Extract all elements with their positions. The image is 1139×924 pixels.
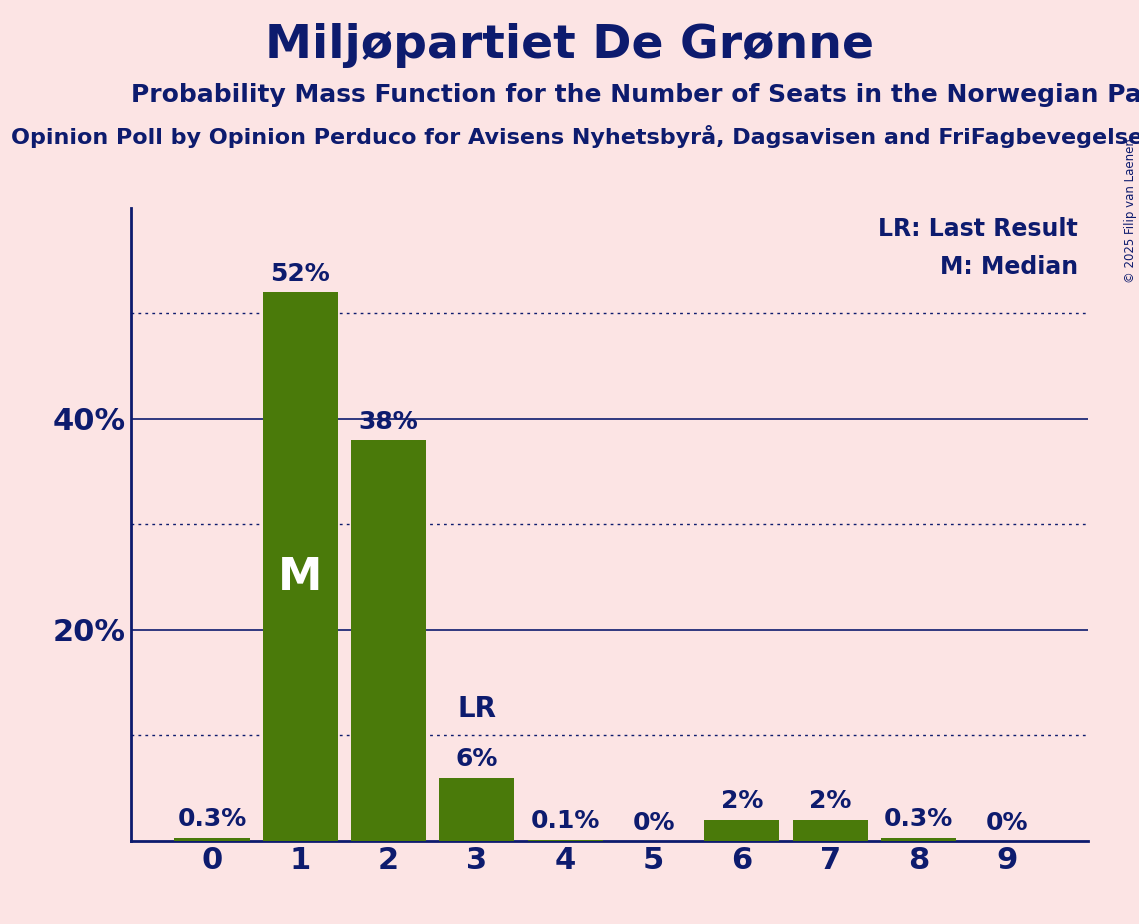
Text: Probability Mass Function for the Number of Seats in the Norwegian Parliament: Probability Mass Function for the Number…: [131, 83, 1139, 107]
Text: 0.1%: 0.1%: [531, 809, 600, 833]
Text: LR: LR: [458, 695, 497, 723]
Text: M: Median: M: Median: [940, 255, 1079, 279]
Text: 2%: 2%: [721, 789, 763, 813]
Text: 0%: 0%: [985, 810, 1029, 834]
Text: M: M: [278, 555, 322, 599]
Text: Opinion Poll by Opinion Perduco for Avisens Nyhetsbyrå, Dagsavisen and FriFagbev: Opinion Poll by Opinion Perduco for Avis…: [11, 125, 1139, 148]
Text: 38%: 38%: [359, 409, 418, 433]
Text: 52%: 52%: [270, 262, 330, 286]
Text: © 2025 Filip van Laenen: © 2025 Filip van Laenen: [1124, 139, 1137, 284]
Bar: [527, 840, 603, 841]
Bar: [793, 820, 868, 841]
Text: Miljøpartiet De Grønne: Miljøpartiet De Grønne: [265, 23, 874, 68]
Text: 0%: 0%: [632, 810, 674, 834]
Text: 2%: 2%: [809, 789, 851, 813]
Bar: [440, 778, 515, 841]
Text: LR: Last Result: LR: Last Result: [878, 217, 1079, 241]
Text: 0.3%: 0.3%: [178, 808, 247, 832]
Text: 0.3%: 0.3%: [884, 808, 953, 832]
Text: 6%: 6%: [456, 748, 498, 772]
Bar: [351, 440, 426, 841]
Bar: [174, 838, 249, 841]
Bar: [704, 820, 779, 841]
Bar: [263, 292, 338, 841]
Bar: [880, 838, 956, 841]
